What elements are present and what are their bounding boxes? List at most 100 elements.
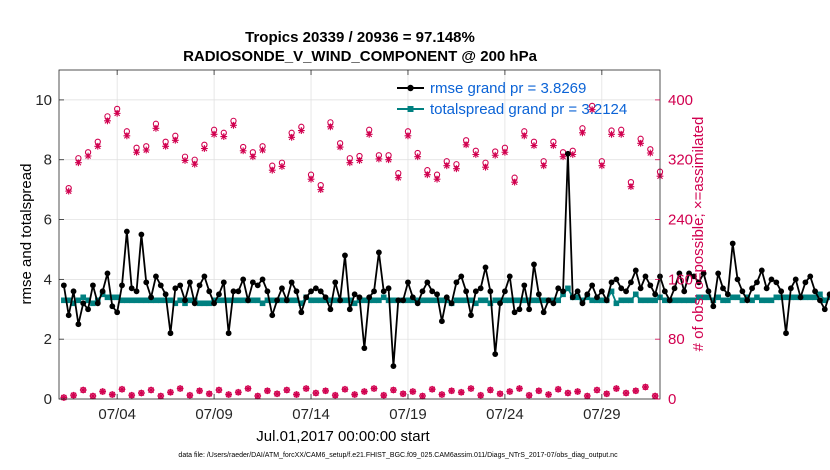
rmse-point — [230, 288, 237, 295]
x-tick-label: 07/14 — [292, 406, 330, 423]
rmse-point — [405, 279, 411, 286]
totalspread-point — [371, 297, 377, 304]
rmse-point — [254, 282, 261, 289]
obs-assimilated-marker — [385, 156, 392, 164]
rmse-point — [574, 288, 581, 295]
rmse-point — [768, 276, 775, 283]
totalspread-point — [637, 297, 644, 304]
obs-assimilated-marker — [322, 387, 329, 395]
rmse-point — [65, 312, 72, 319]
obs-assimilated-marker — [593, 386, 601, 394]
totalspread-point — [618, 297, 625, 304]
obs-assimilated-marker — [477, 391, 485, 399]
totalspread-point — [429, 297, 436, 304]
totalspread-point — [584, 294, 591, 301]
totalspread-point — [376, 297, 382, 304]
rmse-point — [201, 273, 208, 280]
obs-assimilated-marker — [234, 388, 242, 396]
totalspread-point — [351, 300, 358, 307]
totalspread-point — [380, 294, 387, 301]
rmse-point — [584, 291, 591, 298]
chart-title-line2: RADIOSONDE_V_WIND_COMPONENT @ 200 hPa — [183, 48, 538, 65]
totalspread-point — [153, 297, 159, 304]
rmse-point — [249, 279, 256, 286]
totalspread-point — [763, 297, 770, 304]
rmse-point — [598, 288, 605, 295]
rmse-point — [337, 297, 344, 304]
obs-assimilated-marker — [89, 392, 97, 400]
totalspread-point — [686, 297, 692, 304]
rmse-point — [594, 294, 600, 301]
rmse-point — [729, 240, 736, 247]
obs-assimilated-marker — [331, 391, 339, 399]
rmse-point — [681, 288, 688, 295]
rmse-point — [608, 279, 615, 286]
rmse-point — [225, 330, 232, 337]
y-tick-label-left: 4 — [44, 271, 52, 288]
y-tick-label-right: 320 — [668, 152, 693, 169]
totalspread-point — [783, 294, 789, 301]
rmse-point — [85, 306, 91, 313]
obs-assimilated-marker — [302, 385, 310, 392]
rmse-point — [569, 294, 576, 301]
x-tick-label: 07/04 — [98, 406, 136, 423]
obs-assimilated-marker — [312, 389, 320, 397]
totalspread-point — [172, 300, 179, 307]
rmse-point — [342, 252, 348, 259]
obs-assimilated-marker — [525, 391, 533, 399]
totalspread-point — [526, 297, 532, 304]
totalspread-point — [662, 297, 668, 304]
totalspread-point — [196, 300, 203, 307]
obs-assimilated-marker — [414, 153, 422, 161]
obs-assimilated-marker — [457, 388, 465, 396]
obs-assimilated-marker — [94, 142, 102, 150]
obs-assimilated-marker — [230, 121, 237, 129]
obs-assimilated-marker — [186, 391, 194, 399]
rmse-point — [618, 285, 625, 292]
rmse-point — [80, 300, 87, 307]
totalspread-point — [802, 294, 809, 301]
totalspread-point — [104, 294, 111, 301]
totalspread-point — [148, 297, 154, 304]
rmse-point — [288, 279, 295, 286]
rmse-point — [327, 306, 334, 313]
totalspread-point — [754, 294, 760, 301]
obs-assimilated-marker — [632, 387, 640, 395]
y-ticks-left: 0 2 4 6 8 10 — [35, 92, 64, 408]
rmse-point — [143, 279, 150, 286]
totalspread-point — [361, 297, 368, 304]
rmse-point — [492, 351, 499, 358]
obs-assimilated-marker — [486, 386, 494, 394]
totalspread-point — [182, 300, 188, 307]
obs-assimilated-marker — [327, 123, 334, 131]
rmse-point — [545, 297, 552, 304]
obs-assimilated-marker — [264, 387, 271, 395]
rmse-point — [526, 306, 533, 313]
totalspread-point — [652, 297, 658, 304]
y-tick-label-left: 2 — [44, 331, 52, 348]
obs-assimilated-marker — [472, 151, 480, 158]
totalspread-point — [773, 294, 780, 301]
rmse-point — [443, 294, 450, 301]
totalspread-point — [613, 300, 620, 307]
totalspread-point — [565, 285, 571, 292]
totalspread-point — [419, 297, 426, 304]
obs-assimilated-marker — [108, 391, 116, 398]
rmse-point — [322, 294, 329, 301]
y-tick-label-left: 10 — [35, 92, 52, 109]
obs-assimilated-marker — [99, 388, 107, 395]
totalspread-point — [230, 297, 237, 304]
rmse-point — [279, 285, 285, 292]
totalspread-point — [812, 294, 818, 301]
totalspread-point — [497, 297, 503, 304]
obs-assimilated-marker — [646, 149, 654, 157]
rmse-point — [671, 285, 678, 292]
totalspread-point — [594, 297, 600, 304]
rmse-point — [283, 297, 290, 304]
obs-assimilated-marker — [482, 163, 489, 171]
totalspread-point — [298, 300, 305, 307]
obs-assimilated-marker — [176, 385, 184, 392]
obs-assimilated-marker — [239, 147, 247, 155]
totalspread-point — [201, 300, 208, 307]
rmse-point — [754, 279, 760, 286]
